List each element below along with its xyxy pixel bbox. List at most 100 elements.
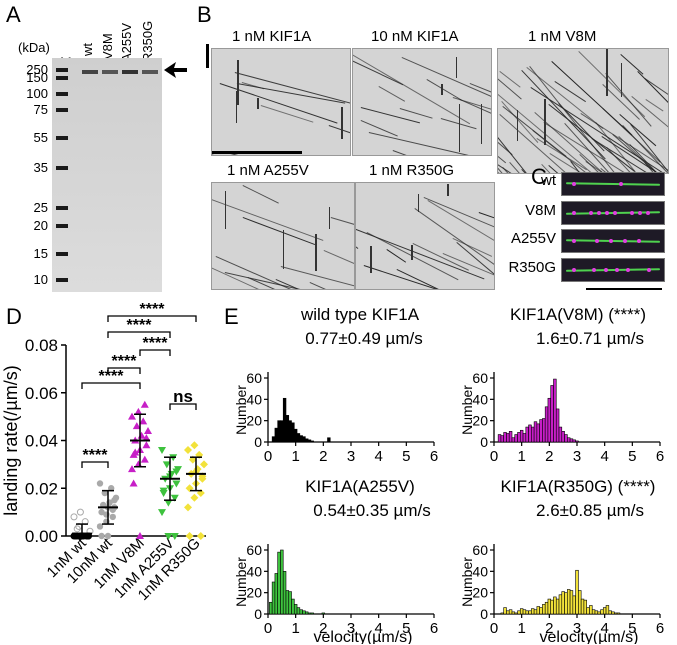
x-tick-label: 6 xyxy=(656,448,664,465)
histogram-bar xyxy=(310,440,314,443)
x-tick-label: 0 xyxy=(490,448,498,465)
x-tick-label: 2 xyxy=(545,448,553,465)
x-tick-label: 0 xyxy=(264,620,272,637)
histogram-bar xyxy=(285,590,290,615)
significance-bracket xyxy=(81,382,141,389)
histogram-bar xyxy=(564,434,568,443)
kymograph-trace xyxy=(427,200,494,275)
data-point xyxy=(142,441,151,449)
histogram-bar xyxy=(558,426,563,443)
microtubule-image-wt xyxy=(561,172,665,196)
kymograph-trace xyxy=(353,54,470,125)
gel-lane-label-v8m: V8M xyxy=(100,33,115,60)
significance-bracket xyxy=(107,315,197,322)
histogram-bar xyxy=(586,607,590,615)
significance-bracket xyxy=(107,331,171,338)
velocity-histogram-wt: wild type KIF1A 0.77±0.49 µm/s 0 20 40 60 0 1 2 3… xyxy=(233,305,438,465)
histogram-bar xyxy=(508,609,513,615)
significance-bracket xyxy=(81,461,109,468)
histogram-bar xyxy=(553,378,557,443)
histogram-bar xyxy=(511,611,516,615)
kymograph-trace xyxy=(619,53,643,75)
motor-spot xyxy=(630,211,634,215)
x-tick-label: 5 xyxy=(628,448,636,465)
x-tick-label: 2 xyxy=(319,620,327,637)
motor-spot xyxy=(615,268,619,272)
histogram-bar xyxy=(600,609,604,615)
data-point xyxy=(164,499,173,507)
x-tick-label: 4 xyxy=(600,448,608,465)
gel-lane-label-wt: wt xyxy=(80,43,95,56)
histogram-bar xyxy=(594,610,599,615)
histogram-bar xyxy=(274,427,278,443)
kymograph-trace xyxy=(392,150,434,155)
data-point xyxy=(128,465,136,473)
data-point xyxy=(98,508,105,516)
y-tick-label: 20 xyxy=(246,585,262,601)
histogram-bar xyxy=(605,605,610,615)
y-tick-label: 60 xyxy=(472,542,488,558)
histogram-bar xyxy=(271,436,276,443)
y-tick-label: 40 xyxy=(472,563,488,579)
histogram-bar xyxy=(528,610,532,615)
y-tick-label: 60 xyxy=(246,370,262,386)
motor-spot xyxy=(572,211,576,215)
kymograph-trace xyxy=(242,185,279,205)
data-point xyxy=(96,523,104,530)
histogram-bar xyxy=(569,590,574,615)
data-point xyxy=(129,479,138,487)
histogram-bar xyxy=(517,610,521,615)
gel-background xyxy=(52,58,162,292)
motor-spot xyxy=(603,268,608,272)
gel-ladder-label: 25 xyxy=(33,200,48,215)
microtubule-filament xyxy=(565,182,661,186)
x-tick-label: 0 xyxy=(264,448,272,465)
histogram-bar xyxy=(302,436,306,443)
significance-bracket xyxy=(139,349,171,356)
histogram-bar xyxy=(506,610,510,615)
kymograph-static-trace xyxy=(411,244,413,261)
kymograph-trace xyxy=(401,57,491,111)
microtubule-scale-bar xyxy=(586,288,662,290)
x-tick-label: 6 xyxy=(656,620,664,637)
histogram-title: wild type KIF1A xyxy=(300,305,420,324)
kymograph-static-trace xyxy=(341,106,343,140)
kymograph-static-trace xyxy=(257,98,259,110)
y-tick-label: 60 xyxy=(246,542,262,558)
histogram-bar xyxy=(307,439,312,443)
histogram-bar xyxy=(533,609,538,615)
gel-arrow-icon xyxy=(164,62,187,78)
kymograph-trace xyxy=(378,86,405,103)
histogram-bar xyxy=(517,432,521,443)
histogram-bar xyxy=(555,408,560,443)
data-point xyxy=(144,426,152,434)
kymograph-1nm-v8m xyxy=(497,48,669,174)
kymograph-trace xyxy=(242,217,316,246)
data-point xyxy=(140,400,149,408)
histogram-bar xyxy=(299,609,303,615)
data-point xyxy=(104,532,112,540)
histogram-bar xyxy=(500,435,504,443)
panel-label-b: B xyxy=(197,2,212,27)
motor-spot xyxy=(572,239,576,243)
histogram-bar xyxy=(567,437,571,443)
histogram-bar xyxy=(497,434,502,443)
histogram-stat: 2.6±0.85 µm/s xyxy=(536,501,644,520)
y-tick-label: 0.08 xyxy=(25,336,58,355)
y-axis-label: Number xyxy=(459,557,475,607)
data-point xyxy=(98,532,105,540)
kymograph-10nm-kif1a xyxy=(352,48,492,156)
data-point xyxy=(132,422,141,430)
kymograph-trace xyxy=(498,129,513,156)
microtubule-image-v8m xyxy=(561,201,665,225)
microtubule-image-r350g xyxy=(561,258,665,282)
kymograph-static-trace xyxy=(480,103,483,144)
kymograph-static-trace xyxy=(620,63,623,98)
y-axis-label: Number xyxy=(233,557,249,607)
panel-label-c: C xyxy=(531,164,547,189)
y-axis-label: Number xyxy=(459,385,475,435)
histogram-bar xyxy=(561,431,565,443)
histogram-bar xyxy=(544,406,549,443)
x-tick-label: 1 xyxy=(517,448,525,465)
